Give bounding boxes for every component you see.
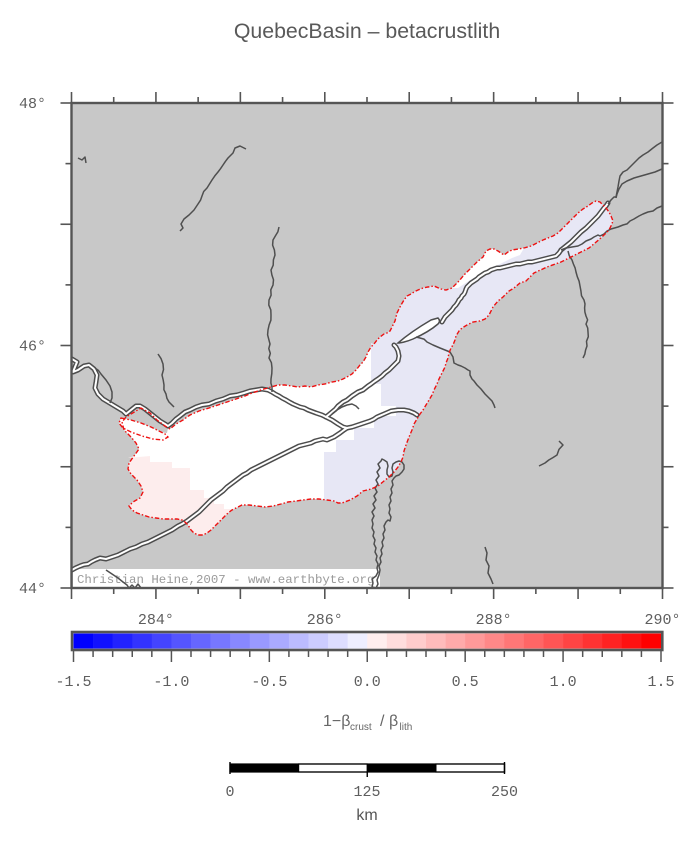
svg-text:-1.0: -1.0 — [153, 674, 189, 691]
svg-text:125: 125 — [353, 784, 380, 801]
svg-text:0: 0 — [225, 784, 234, 801]
svg-text:/: / — [380, 713, 385, 730]
svg-text:250: 250 — [491, 784, 518, 801]
svg-text:288°: 288° — [476, 612, 512, 629]
svg-text:1−β: 1−β — [323, 713, 350, 730]
svg-text:Christian Heine,2007 - www.ear: Christian Heine,2007 - www.earthbyte.org — [77, 573, 374, 587]
svg-text:284°: 284° — [138, 612, 174, 629]
svg-text:1.0: 1.0 — [550, 674, 577, 691]
svg-text:crust: crust — [350, 722, 372, 733]
svg-text:lith: lith — [400, 722, 413, 733]
svg-text:β: β — [389, 713, 398, 730]
svg-text:0.0: 0.0 — [354, 674, 381, 691]
svg-text:0.5: 0.5 — [452, 674, 479, 691]
svg-text:48°: 48° — [19, 96, 46, 113]
svg-text:290°: 290° — [644, 612, 680, 629]
svg-text:44°: 44° — [19, 581, 46, 598]
svg-text:QuebecBasin – betacrustlith: QuebecBasin – betacrustlith — [234, 19, 500, 43]
svg-text:-1.5: -1.5 — [55, 674, 91, 691]
svg-text:km: km — [356, 807, 377, 824]
svg-text:1.5: 1.5 — [647, 674, 674, 691]
svg-text:286°: 286° — [307, 612, 343, 629]
svg-text:-0.5: -0.5 — [251, 674, 287, 691]
svg-text:46°: 46° — [19, 339, 46, 356]
